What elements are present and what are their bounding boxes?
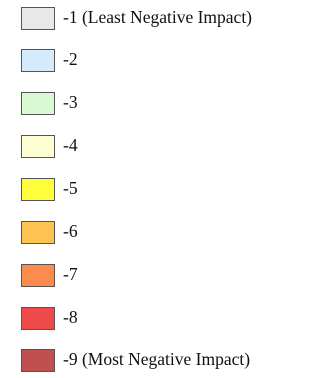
- legend-label-9: -9 (Most Negative Impact): [63, 349, 251, 370]
- legend-label-3: -3: [63, 92, 78, 113]
- legend-swatch-1: [21, 6, 55, 30]
- legend-label-5: -5: [63, 178, 78, 199]
- legend-swatch-7: [21, 263, 55, 287]
- legend-swatch-2: [21, 48, 55, 72]
- legend-label-2: -2: [63, 49, 78, 70]
- legend-label-8: -8: [63, 307, 78, 328]
- legend-item-5: -5: [21, 176, 78, 202]
- legend-item-8: -8: [21, 305, 78, 331]
- legend-label-6: -6: [63, 221, 78, 242]
- legend-item-2: -2: [21, 47, 78, 73]
- legend-swatch-6: [21, 220, 55, 244]
- legend-item-9: -9 (Most Negative Impact): [21, 347, 250, 373]
- legend-label-4: -4: [63, 135, 78, 156]
- legend-label-1: -1 (Least Negative Impact): [63, 7, 253, 28]
- legend-swatch-8: [21, 306, 55, 330]
- legend-item-4: -4: [21, 133, 78, 159]
- legend-item-6: -6: [21, 219, 78, 245]
- legend-swatch-4: [21, 134, 55, 158]
- legend-label-7: -7: [63, 264, 78, 285]
- legend-item-3: -3: [21, 90, 78, 116]
- legend-item-1: -1 (Least Negative Impact): [21, 5, 252, 31]
- legend-swatch-5: [21, 177, 55, 201]
- legend-swatch-3: [21, 91, 55, 115]
- legend-swatch-9: [21, 348, 55, 372]
- legend-item-7: -7: [21, 262, 78, 288]
